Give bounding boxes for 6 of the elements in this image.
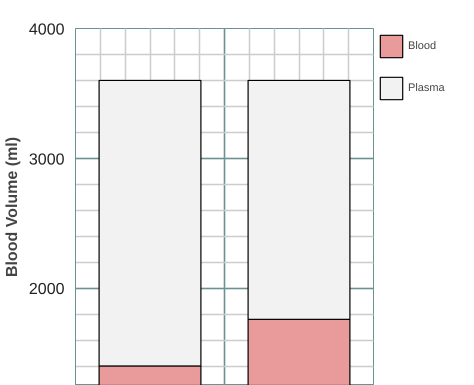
y-axis-title: Blood Volume (ml) (4, 136, 21, 278)
legend-label: Plasma (408, 82, 445, 94)
legend-label: Blood (408, 40, 436, 52)
y-tick-label: 3000 (28, 151, 65, 168)
y-tick-label: 2000 (28, 281, 65, 298)
y-tick-label: 4000 (28, 22, 65, 38)
